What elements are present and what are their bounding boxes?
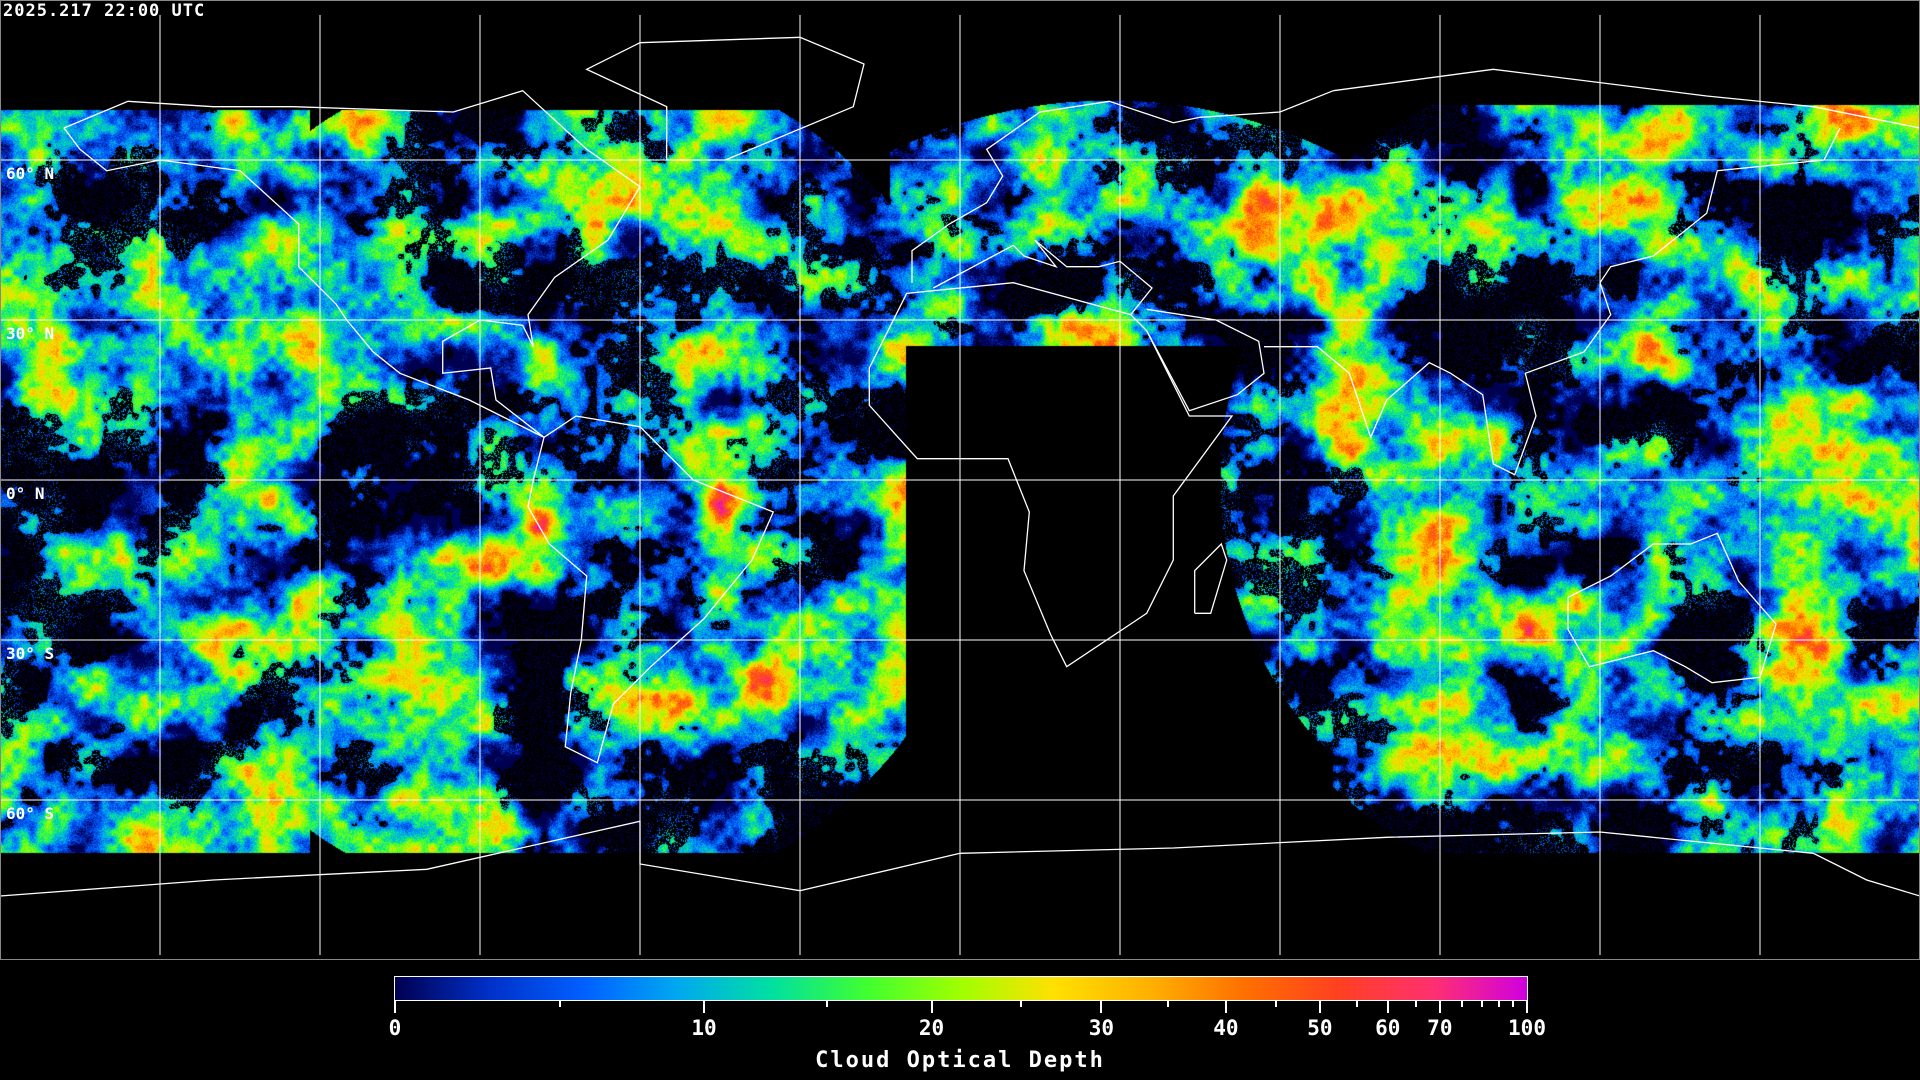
colorbar-minor-tick bbox=[1461, 1001, 1464, 1007]
coastline-namerica bbox=[63, 89, 641, 438]
lat-label-60s: 60° S bbox=[6, 804, 55, 823]
coastline-africa bbox=[868, 282, 1234, 668]
colorbar-tick-label: 40 bbox=[1213, 1016, 1239, 1040]
coastline-med bbox=[932, 239, 1153, 316]
map-overlay bbox=[0, 15, 1920, 955]
colorbar-major-tick bbox=[930, 1001, 933, 1013]
lat-label-30n: 30° N bbox=[6, 324, 55, 343]
colorbar-tick-label: 10 bbox=[691, 1016, 717, 1040]
colorbar-major-tick bbox=[1224, 1001, 1227, 1013]
coastline-asia bbox=[1333, 68, 1920, 129]
colorbar-major-tick bbox=[1318, 1001, 1321, 1013]
colorbar-title: Cloud Optical Depth bbox=[815, 1048, 1105, 1073]
colorbar-major-tick bbox=[1386, 1001, 1389, 1013]
colorbar-tick-label: 0 bbox=[388, 1016, 402, 1040]
coastline-australia bbox=[1567, 532, 1777, 684]
graticule bbox=[0, 15, 1920, 955]
colorbar-major-tick bbox=[394, 1001, 396, 1013]
colorbar-minor-tick bbox=[1167, 1001, 1170, 1007]
colorbar-minor-tick bbox=[559, 1001, 562, 1007]
colorbar bbox=[394, 976, 1528, 1001]
colorbar-minor-tick bbox=[1497, 1001, 1500, 1007]
colorbar-tick-label: 100 bbox=[1508, 1016, 1546, 1040]
colorbar-minor-tick bbox=[1274, 1001, 1277, 1007]
coastline-europe bbox=[911, 90, 1334, 283]
lat-label-60n: 60° N bbox=[6, 164, 55, 183]
coastline-arabia bbox=[1146, 308, 1265, 412]
colorbar-tick-label: 50 bbox=[1307, 1016, 1333, 1040]
coastline-madagascar bbox=[1194, 542, 1228, 614]
colorbar-major-tick bbox=[1526, 1001, 1528, 1013]
colorbar-major-tick bbox=[703, 1001, 706, 1013]
colorbar-major-tick bbox=[1438, 1001, 1441, 1013]
colorbar-tick-label: 20 bbox=[918, 1016, 945, 1040]
colorbar-minor-tick bbox=[1356, 1001, 1359, 1007]
colorbar-minor-tick bbox=[1480, 1001, 1483, 1007]
coastline-asia2 bbox=[1264, 127, 1841, 476]
coastline-samerica bbox=[527, 415, 775, 764]
colorbar-minor-tick bbox=[1512, 1001, 1515, 1007]
colorbar-major-tick bbox=[1100, 1001, 1103, 1013]
colorbar-tick-label: 60 bbox=[1375, 1016, 1401, 1040]
timestamp: 2025.217 22:00 UTC bbox=[3, 1, 206, 21]
colorbar-tick-label: 30 bbox=[1088, 1016, 1115, 1040]
coastline-greenland bbox=[585, 36, 865, 161]
lat-label-0n: 0° N bbox=[6, 484, 45, 503]
colorbar-minor-tick bbox=[826, 1001, 829, 1007]
colorbar-tick-label: 70 bbox=[1427, 1016, 1453, 1040]
colorbar-minor-tick bbox=[1019, 1001, 1022, 1007]
lat-label-30s: 30° S bbox=[6, 644, 55, 663]
colorbar-minor-tick bbox=[1415, 1001, 1418, 1007]
